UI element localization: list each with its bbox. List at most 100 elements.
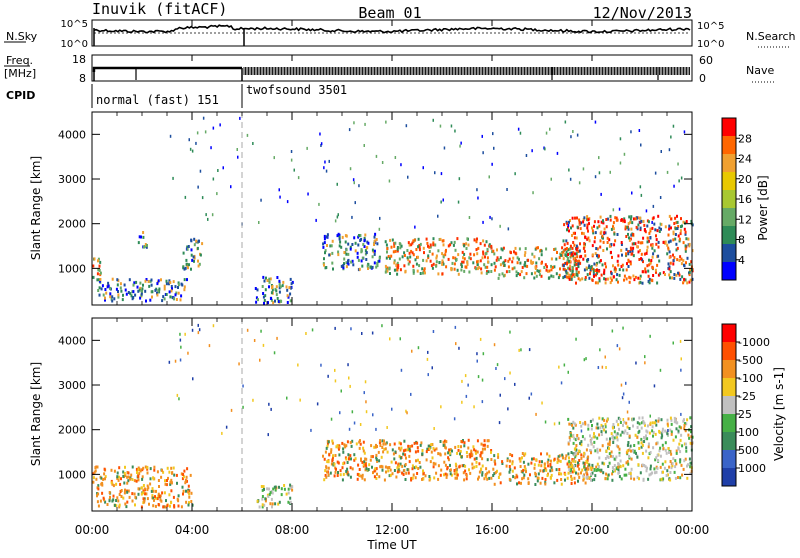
power-scatter	[92, 116, 694, 305]
scatter-cell	[580, 424, 583, 428]
scatter-cell	[258, 505, 261, 509]
scatter-cell	[361, 460, 364, 464]
scatter-cell	[607, 465, 610, 468]
scatter-cell	[600, 230, 603, 234]
scatter-cell	[623, 274, 626, 278]
scatter-cell	[623, 152, 626, 156]
scatter-cell	[180, 294, 183, 298]
scatter-cell	[602, 471, 605, 475]
scatter-cell	[358, 267, 361, 271]
scatter-cell	[338, 237, 341, 241]
scatter-cell	[606, 236, 609, 240]
scatter-cell	[674, 435, 677, 439]
scatter-cell	[569, 177, 572, 181]
scatter-cell	[405, 124, 408, 128]
scatter-cell	[357, 243, 360, 247]
scatter-cell	[173, 297, 176, 301]
scatter-cell	[630, 215, 633, 219]
scatter-cell	[536, 269, 539, 273]
scatter-cell	[632, 254, 635, 258]
scatter-cell	[527, 258, 530, 262]
scatter-cell	[489, 215, 491, 219]
scatter-cell	[577, 452, 580, 456]
scatter-cell	[592, 273, 595, 277]
scatter-cell	[159, 494, 162, 498]
scatter-cell	[266, 279, 269, 282]
scatter-cell	[169, 480, 172, 484]
scatter-cell	[461, 379, 463, 383]
scatter-cell	[531, 457, 533, 461]
scatter-cell	[567, 248, 570, 252]
scatter-cell	[548, 454, 551, 458]
scatter-cell	[605, 425, 607, 429]
scatter-cell	[373, 445, 376, 449]
scatter-cell	[628, 280, 631, 284]
scatter-cell	[117, 293, 120, 297]
nsky-trace	[93, 24, 691, 34]
scatter-cell	[97, 257, 100, 261]
scatter-cell	[602, 249, 605, 252]
scatter-cell	[460, 262, 463, 266]
scatter-cell	[638, 447, 641, 450]
scatter-cell	[173, 505, 176, 509]
scatter-cell	[611, 329, 614, 333]
scatter-cell	[454, 462, 457, 466]
scatter-cell	[358, 234, 360, 237]
scatter-cell	[583, 437, 586, 441]
scatter-cell	[590, 468, 593, 471]
scatter-cell	[337, 232, 340, 236]
scatter-cell	[412, 264, 415, 268]
scatter-cell	[177, 286, 179, 289]
scatter-cell	[387, 255, 390, 258]
scatter-cell	[379, 444, 382, 447]
scatter-cell	[571, 252, 574, 256]
scatter-cell	[616, 233, 619, 236]
scatter-cell	[527, 477, 530, 481]
scatter-cell	[389, 443, 392, 447]
scatter-cell	[299, 398, 301, 402]
scatter-cell	[160, 475, 163, 479]
scatter-cell	[481, 464, 484, 468]
scatter-cell	[378, 256, 381, 260]
scatter-cell	[544, 147, 546, 151]
scatter-cell	[540, 274, 543, 278]
scatter-cell	[373, 239, 376, 243]
scatter-cell	[465, 451, 468, 454]
scatter-cell	[632, 274, 635, 278]
scatter-cell	[656, 229, 659, 233]
scatter-cell	[574, 460, 577, 464]
scatter-cell	[449, 243, 452, 247]
scatter-cell	[520, 270, 523, 274]
scatter-cell	[110, 468, 113, 472]
scatter-cell	[678, 273, 681, 277]
scatter-cell	[649, 227, 652, 231]
scatter-cell	[631, 191, 633, 195]
scatter-cell	[112, 484, 115, 488]
scatter-cell	[127, 475, 130, 479]
scatter-cell	[322, 242, 325, 246]
scatter-cell	[577, 265, 580, 269]
scatter-cell	[568, 436, 571, 440]
scatter-cell	[323, 166, 325, 170]
scatter-cell	[442, 198, 444, 202]
scatter-cell	[261, 285, 264, 288]
x-tick-label: 20:00	[575, 523, 610, 537]
scatter-cell	[116, 475, 119, 479]
scatter-cell	[626, 449, 629, 453]
scatter-cell	[393, 268, 396, 272]
scatter-cell	[462, 464, 465, 468]
scatter-cell	[477, 196, 479, 200]
scatter-cell	[574, 455, 577, 459]
scatter-cell	[199, 253, 202, 257]
scatter-cell	[475, 248, 478, 252]
scatter-cell	[492, 474, 495, 477]
scatter-cell	[428, 475, 431, 478]
scatter-cell	[593, 240, 596, 244]
scatter-cell	[169, 295, 172, 299]
x-tick-label: 00:00	[75, 523, 110, 537]
scatter-cell	[516, 256, 519, 260]
scatter-cell	[656, 466, 659, 470]
scatter-cell	[351, 467, 354, 471]
scatter-cell	[686, 281, 689, 285]
